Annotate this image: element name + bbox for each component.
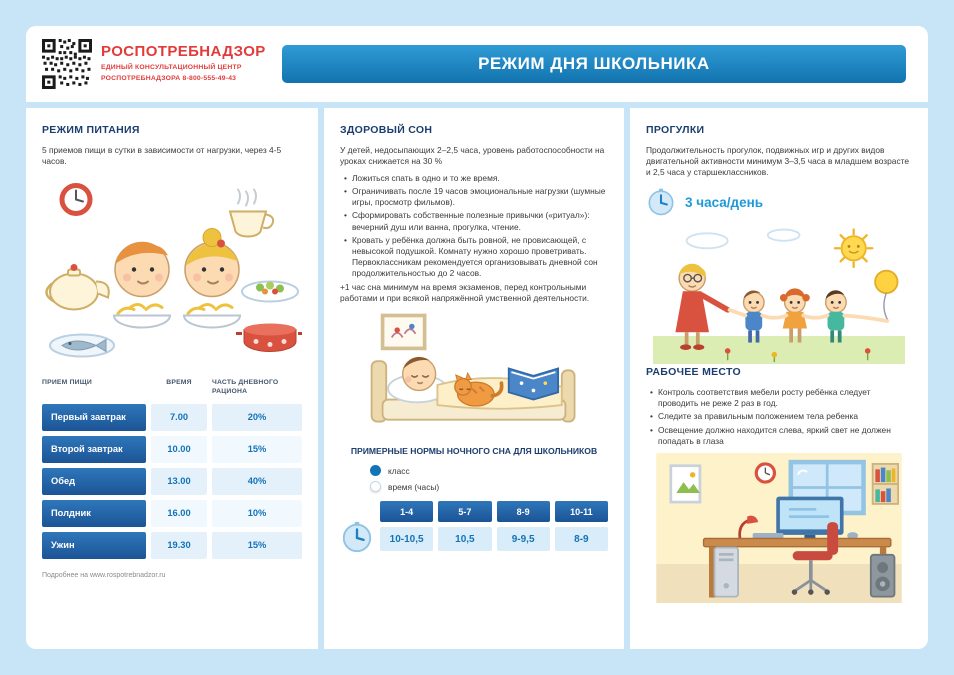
meal-name: Ужин xyxy=(42,531,146,559)
meal-share: 10% xyxy=(212,499,302,527)
bullet-text: Контроль соответствия мебели росту ребён… xyxy=(657,387,871,409)
legend-label: время (часы) xyxy=(388,481,440,492)
table-row: Обед 13.00 40% xyxy=(42,467,302,495)
brand-name: РОСПОТРЕБНАДЗОР xyxy=(101,43,266,61)
meal-name: Первый завтрак xyxy=(42,403,146,431)
header: РОСПОТРЕБНАДЗОР ЕДИНЫЙ КОНСУЛЬТАЦИОННЫЙ … xyxy=(26,26,928,102)
bullet-text: Ложиться спать в одно и то же время. xyxy=(351,173,500,184)
brand-line1: ЕДИНЫЙ КОНСУЛЬТАЦИОННЫЙ ЦЕНТР xyxy=(101,64,242,72)
brand-phone: 8-800-555-49-43 xyxy=(182,75,237,82)
legend-hours: время (часы) xyxy=(370,481,608,493)
list-item: Кровать у ребёнка должна быть ровной, не… xyxy=(340,235,608,279)
meal-time: 16.00 xyxy=(151,499,207,527)
children-eating-illustration xyxy=(45,183,302,358)
site-link[interactable]: Подробнее на www.rospotrebnadzor.ru xyxy=(42,571,166,579)
section-sleep: ЗДОРОВЫЙ СОН У детей, недосыпающих 2–2,5… xyxy=(324,108,624,649)
sleep-hours: 9-9,5 xyxy=(496,527,550,552)
class-range: 1-4 xyxy=(380,501,434,523)
meal-share: 40% xyxy=(212,467,302,495)
walks-hours-label: 3 часа/день xyxy=(685,194,764,210)
sleep-hours: 10,5 xyxy=(438,527,492,552)
table-row: Ужин 19.30 15% xyxy=(42,531,302,559)
walking-children-illustration xyxy=(653,228,905,365)
table-row: Второй завтрак 10.00 15% xyxy=(42,435,302,463)
list-item: Сформировать собственные полезные привыч… xyxy=(340,210,608,232)
class-range: 8-9 xyxy=(496,501,550,523)
brand-subtitle: ЕДИНЫЙ КОНСУЛЬТАЦИОННЫЙ ЦЕНТР РОСПОТРЕБН… xyxy=(101,63,266,84)
sheet: РОСПОТРЕБНАДЗОР ЕДИНЫЙ КОНСУЛЬТАЦИОННЫЙ … xyxy=(26,26,928,649)
col-header-meal: ПРИЕМ ПИЩИ xyxy=(42,379,92,387)
class-range: 10-11 xyxy=(554,501,608,523)
clock-icon xyxy=(648,188,674,216)
sleep-note: +1 час сна минимум на время экзаменов, п… xyxy=(340,282,590,304)
section-walks-workplace: ПРОГУЛКИ Продолжительность прогулок, под… xyxy=(630,108,928,649)
page-title: РЕЖИМ ДНЯ ШКОЛЬНИКА xyxy=(281,45,906,83)
meal-share: 20% xyxy=(212,403,302,431)
col-header-share: ЧАСТЬ ДНЕВНОГО РАЦИОНА xyxy=(212,379,279,396)
legend-label: класс xyxy=(388,465,410,476)
meal-time: 7.00 xyxy=(151,403,207,431)
sleeping-boy-illustration xyxy=(370,313,576,423)
bullet-text: Кровать у ребёнка должна быть ровной, не… xyxy=(351,234,598,278)
clock-icon xyxy=(342,522,372,553)
nutrition-intro: 5 приемов пищи в сутки в зависимости от … xyxy=(42,145,282,167)
list-item: Следите за правильным положением тела ре… xyxy=(646,411,912,422)
sleep-intro: У детей, недосыпающих 2–2,5 часа, уровен… xyxy=(340,145,605,167)
brand-text: РОСПОТРЕБНАДЗОР ЕДИНЫЙ КОНСУЛЬТАЦИОННЫЙ … xyxy=(101,43,266,84)
sleep-title: ЗДОРОВЫЙ СОН xyxy=(340,124,433,136)
meal-time: 19.30 xyxy=(151,531,207,559)
nutrition-title: РЕЖИМ ПИТАНИЯ xyxy=(42,124,140,136)
meal-name: Полдник xyxy=(42,499,146,527)
meal-name: Обед xyxy=(42,467,146,495)
legend-class: класс xyxy=(370,465,608,477)
sleep-hours: 10-10,5 xyxy=(380,527,434,552)
meal-name: Второй завтрак xyxy=(42,435,146,463)
norms-hours-row: 10-10,5 10,5 9-9,5 8-9 xyxy=(380,527,608,552)
brand-block: РОСПОТРЕБНАДЗОР ЕДИНЫЙ КОНСУЛЬТАЦИОННЫЙ … xyxy=(42,39,266,89)
qr-code-icon xyxy=(42,39,92,89)
walks-title: ПРОГУЛКИ xyxy=(646,124,705,136)
workspace-illustration xyxy=(656,452,902,603)
list-item: Контроль соответствия мебели росту ребён… xyxy=(646,387,912,409)
sleep-norms-table: 1-4 5-7 8-9 10-11 10-10,5 10,5 9-9,5 8-9 xyxy=(340,501,608,553)
col-header-time: ВРЕМЯ xyxy=(166,379,192,387)
bullet-text: Следите за правильным положением тела ре… xyxy=(657,411,858,422)
hours-legend-dot-icon xyxy=(370,481,381,493)
walks-duration-badge: 3 часа/день xyxy=(646,187,912,217)
bullet-text: Освещение должно находится слева, яркий … xyxy=(657,424,891,446)
class-range: 5-7 xyxy=(438,501,492,523)
nutrition-table-header: ПРИЕМ ПИЩИ ВРЕМЯ ЧАСТЬ ДНЕВНОГО РАЦИОНА xyxy=(42,378,302,396)
brand-line2: РОСПОТРЕБНАДЗОРА xyxy=(101,75,181,82)
meal-share: 15% xyxy=(212,435,302,463)
class-legend-dot-icon xyxy=(370,465,381,477)
list-item: Освещение должно находится слева, яркий … xyxy=(646,425,912,447)
norms-class-row: 1-4 5-7 8-9 10-11 xyxy=(380,501,608,527)
columns: РЕЖИМ ПИТАНИЯ 5 приемов пищи в сутки в з… xyxy=(26,108,928,649)
bullet-text: Ограничивать после 19 часов эмоциональны… xyxy=(351,186,606,208)
sleep-norms-title: ПРИМЕРНЫЕ НОРМЫ НОЧНОГО СНА ДЛЯ ШКОЛЬНИК… xyxy=(350,446,598,457)
list-item: Ограничивать после 19 часов эмоциональны… xyxy=(340,186,608,208)
list-item: Ложиться спать в одно и то же время. xyxy=(340,173,608,184)
nutrition-table: Первый завтрак 7.00 20% Второй завтрак 1… xyxy=(42,403,302,559)
meal-time: 10.00 xyxy=(151,435,207,463)
section-nutrition: РЕЖИМ ПИТАНИЯ 5 приемов пищи в сутки в з… xyxy=(26,108,318,649)
bullet-text: Сформировать собственные полезные привыч… xyxy=(351,210,590,232)
workplace-title: РАБОЧЕЕ МЕСТО xyxy=(646,366,741,379)
table-row: Первый завтрак 7.00 20% xyxy=(42,403,302,431)
walks-text: Продолжительность прогулок, подвижных иг… xyxy=(646,145,910,178)
table-row: Полдник 16.00 10% xyxy=(42,499,302,527)
sleep-hours: 8-9 xyxy=(554,527,608,552)
meal-time: 13.00 xyxy=(151,467,207,495)
meal-share: 15% xyxy=(212,531,302,559)
